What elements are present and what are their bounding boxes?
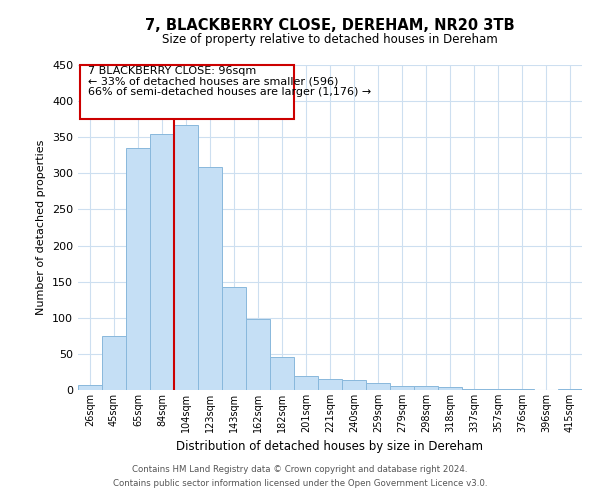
Bar (246, 319, 270, 390)
Bar (174, 125, 198, 390)
Bar (78, 385, 102, 390)
Bar (294, 376, 318, 390)
Bar (102, 336, 126, 390)
Bar (558, 388, 582, 390)
Bar (342, 380, 366, 390)
Text: Contains HM Land Registry data © Crown copyright and database right 2024.
Contai: Contains HM Land Registry data © Crown c… (113, 466, 487, 487)
Text: 7, BLACKBERRY CLOSE, DEREHAM, NR20 3TB: 7, BLACKBERRY CLOSE, DEREHAM, NR20 3TB (145, 18, 515, 32)
Text: ← 33% of detached houses are smaller (596): ← 33% of detached houses are smaller (59… (88, 76, 338, 86)
Bar (270, 357, 294, 390)
Bar (486, 388, 510, 390)
Bar (366, 383, 390, 390)
Y-axis label: Number of detached properties: Number of detached properties (37, 140, 46, 315)
Bar (198, 167, 222, 390)
Bar (150, 134, 174, 390)
FancyBboxPatch shape (80, 65, 294, 119)
Bar (462, 388, 486, 390)
Text: 7 BLACKBERRY CLOSE: 96sqm: 7 BLACKBERRY CLOSE: 96sqm (88, 66, 256, 76)
X-axis label: Distribution of detached houses by size in Dereham: Distribution of detached houses by size … (176, 440, 484, 454)
Bar (414, 386, 438, 390)
Text: 66% of semi-detached houses are larger (1,176) →: 66% of semi-detached houses are larger (… (88, 86, 371, 97)
Bar (318, 379, 342, 390)
Bar (390, 386, 414, 390)
Bar (438, 387, 462, 390)
Text: Size of property relative to detached houses in Dereham: Size of property relative to detached ho… (162, 32, 498, 46)
Bar (126, 148, 150, 390)
Bar (222, 286, 246, 390)
